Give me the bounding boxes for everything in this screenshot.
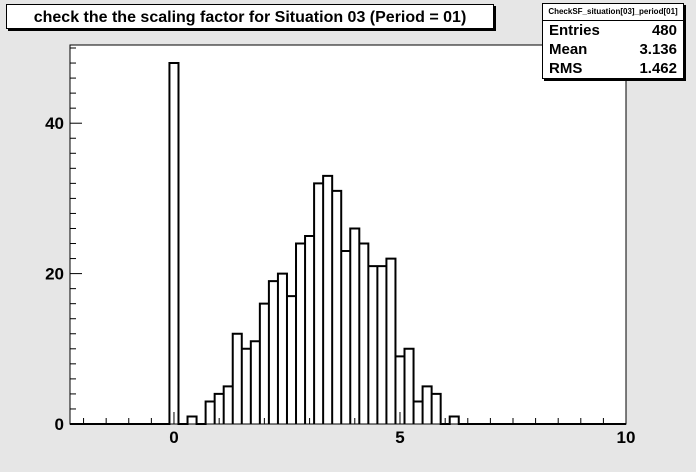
stats-box: CheckSF_situation[03]_period[01] Entries… xyxy=(542,3,684,79)
stats-label: Entries xyxy=(549,22,600,39)
x-tick-label: 0 xyxy=(169,428,178,447)
x-tick-label: 10 xyxy=(617,428,636,447)
y-tick-label: 20 xyxy=(45,265,64,284)
chart-title: check the the scaling factor for Situati… xyxy=(6,4,494,29)
stats-histogram-name: CheckSF_situation[03]_period[01] xyxy=(543,4,683,21)
stats-row-entries: Entries 480 xyxy=(543,21,683,40)
stats-label: RMS xyxy=(549,60,583,77)
histogram-series xyxy=(70,62,626,425)
stats-label: Mean xyxy=(549,41,588,58)
stats-value: 1.462 xyxy=(639,60,677,77)
tick-labels: 0 5 10 0 20 40 xyxy=(45,114,635,447)
y-tick-label: 40 xyxy=(45,114,64,133)
stats-row-rms: RMS 1.462 xyxy=(543,59,683,78)
stats-row-mean: Mean 3.136 xyxy=(543,40,683,59)
y-tick-label: 0 xyxy=(55,415,64,434)
stats-value: 480 xyxy=(651,22,677,39)
plot-frame xyxy=(69,44,627,425)
x-tick-label: 5 xyxy=(395,428,404,447)
stats-value: 3.136 xyxy=(639,41,677,58)
